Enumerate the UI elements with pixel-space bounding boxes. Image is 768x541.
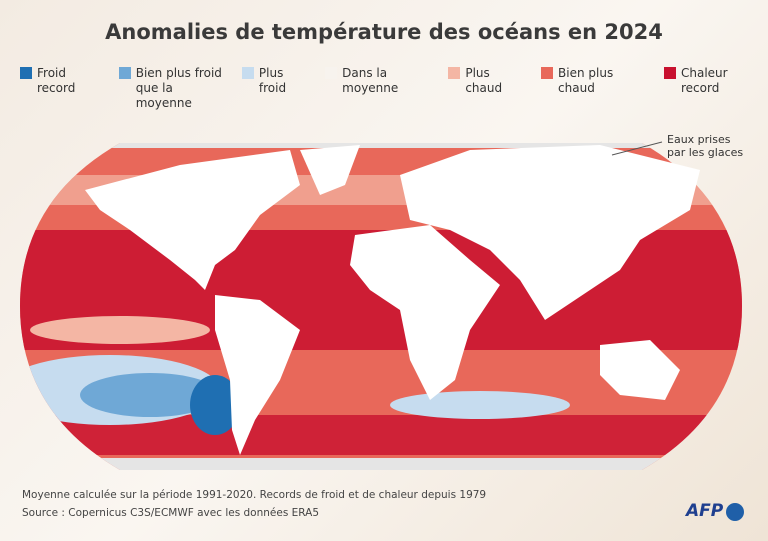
legend-label: Dans la moyenne <box>342 66 399 95</box>
legend-label: Bien plus froid que la moyenne <box>135 66 222 110</box>
logo: AFP <box>686 501 724 521</box>
legend-label: Bien plus chaud <box>558 66 614 95</box>
legend-item: Plus froid <box>241 66 313 111</box>
legend-swatch <box>663 67 676 79</box>
legend-swatch <box>325 67 338 79</box>
legend-swatch <box>448 67 461 79</box>
note: Moyenne calculée sur la période 1991-202… <box>22 489 487 501</box>
legend-swatch <box>118 67 131 79</box>
title: Anomalies de température des océans en 2… <box>105 20 663 44</box>
legend-label: Plus chaud <box>465 66 503 95</box>
legend-item: Plus chaud <box>448 66 529 111</box>
legend-swatch <box>241 67 254 79</box>
annotation: Eaux prises par les glaces <box>667 133 744 159</box>
legend-item: Froid record <box>20 66 107 111</box>
legend-label: Plus froid <box>258 66 287 95</box>
legend-item: Dans la moyenne <box>325 66 436 111</box>
legend-swatch <box>541 67 554 79</box>
legend-label: Chaleur record <box>680 66 728 95</box>
logo-dot <box>726 503 744 521</box>
legend-item: Bien plus froid que la moyenne <box>118 66 230 111</box>
annotation-leader <box>611 141 663 156</box>
legend-item: Chaleur record <box>663 66 768 111</box>
legend-label: Froid record <box>37 66 76 95</box>
continents <box>85 145 700 455</box>
legend-item: Bien plus chaud <box>541 66 652 111</box>
legend-swatch <box>20 67 32 79</box>
source: Source : Copernicus C3S/ECMWF avec les d… <box>22 507 319 519</box>
legend: Froid record Bien plus froid que la moyen… <box>20 66 768 111</box>
